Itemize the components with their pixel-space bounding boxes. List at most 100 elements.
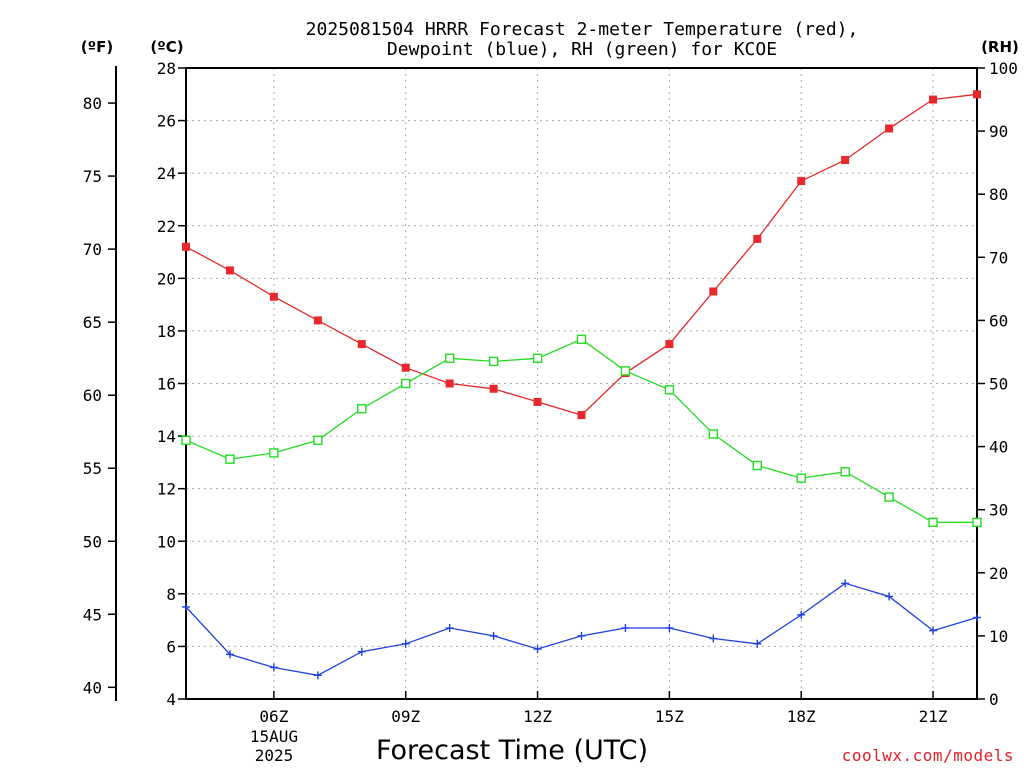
- temperature-series-line: [185, 93, 978, 416]
- celsius-tick-label: 24: [157, 164, 176, 183]
- celsius-tick-label: 28: [157, 59, 176, 78]
- dewpoint-point: [313, 671, 322, 680]
- temperature-point: [753, 234, 762, 243]
- temperature-point: [665, 340, 674, 349]
- temperature-point: [489, 384, 498, 393]
- celsius-tick-label: 12: [157, 480, 176, 499]
- dewpoint-point: [401, 639, 410, 648]
- celsius-tick-label: 20: [157, 269, 176, 288]
- celsius-tick-label: 14: [157, 427, 176, 446]
- x-tick-label: 18Z: [787, 707, 816, 726]
- dewpoint-point: [225, 650, 234, 659]
- fahrenheit-tick-label: 55: [83, 459, 102, 478]
- dewpoint-point: [269, 663, 278, 672]
- rh-point: [796, 473, 806, 483]
- dewpoint-point: [841, 579, 850, 588]
- fahrenheit-tick-label: 50: [83, 532, 102, 551]
- temperature-point: [929, 95, 938, 104]
- fahrenheit-tick-label: 45: [83, 605, 102, 624]
- fahrenheit-tick-label: 70: [83, 240, 102, 259]
- label-layer: 2025081504 HRRR Forecast 2-meter Tempera…: [81, 19, 1019, 766]
- dewpoint-point: [489, 631, 498, 640]
- temperature-point: [841, 156, 850, 165]
- celsius-tick-label: 26: [157, 112, 176, 131]
- rh-point: [752, 460, 762, 471]
- rh-point: [401, 378, 411, 389]
- celsius-tick-label: 8: [166, 585, 176, 604]
- rh-tick-label: 30: [989, 501, 1008, 520]
- dewpoint-point: [445, 624, 454, 633]
- celsius-unit-label: (ºC): [150, 38, 183, 56]
- dewpoint-point: [621, 624, 630, 633]
- rh-tick-label: 0: [989, 690, 999, 709]
- fahrenheit-tick-label: 75: [83, 167, 102, 186]
- rh-point: [664, 385, 675, 395]
- temperature-point: [225, 266, 234, 275]
- rh-tick-label: 80: [989, 185, 1008, 204]
- x-tick-label: 21Z: [919, 707, 948, 726]
- celsius-tick-label: 4: [166, 690, 176, 709]
- rh-tick-label: 70: [989, 248, 1008, 267]
- series-layer: [181, 90, 982, 680]
- temperature-point: [709, 287, 718, 296]
- dewpoint-point: [929, 626, 938, 635]
- temperature-point: [182, 242, 190, 251]
- rh-tick-label: 60: [989, 311, 1008, 330]
- rh-tick-label: 10: [989, 627, 1008, 646]
- dewpoint-point: [577, 631, 586, 640]
- celsius-tick-label: 6: [166, 637, 176, 656]
- temperature-point: [577, 411, 586, 420]
- celsius-tick-label: 18: [157, 322, 176, 341]
- rh-point: [225, 454, 235, 464]
- x-tick-label: 09Z: [391, 707, 420, 726]
- x-tick-label: 15Z: [655, 707, 684, 726]
- celsius-tick-label: 22: [157, 217, 176, 236]
- rh-point: [357, 404, 367, 414]
- x-axis-label: Forecast Time (UTC): [376, 735, 648, 766]
- rh-tick-label: 20: [989, 564, 1008, 583]
- rh-point: [928, 517, 938, 528]
- grid-layer: [186, 68, 977, 699]
- temperature-point: [357, 340, 366, 349]
- temperature-point: [973, 90, 981, 99]
- dewpoint-point: [973, 613, 981, 622]
- temperature-point: [445, 379, 454, 388]
- dewpoint-series-line: [185, 582, 978, 676]
- rh-point: [620, 366, 631, 376]
- fahrenheit-tick-label: 65: [83, 313, 102, 332]
- x-tick-label: 12Z: [523, 707, 552, 726]
- celsius-tick-label: 10: [157, 532, 176, 551]
- rh-point: [708, 429, 719, 439]
- fahrenheit-tick-label: 80: [83, 94, 102, 113]
- dewpoint-point: [182, 602, 190, 611]
- dewpoint-point: [709, 634, 718, 643]
- fahrenheit-unit-label: (ºF): [81, 38, 113, 56]
- temperature-point: [401, 363, 410, 372]
- rh-tick-label: 40: [989, 438, 1008, 457]
- temperature-point: [797, 177, 806, 186]
- fahrenheit-tick-label: 60: [83, 386, 102, 405]
- rh-point: [313, 435, 323, 445]
- axis-layer: 4 6 8 10 12 14 16 18 20 22 24 26 28 40 45 50 55 60 65 70 75 8…: [83, 59, 1018, 726]
- temperature-point: [885, 124, 894, 133]
- dewpoint-point: [753, 639, 762, 648]
- rh-point: [884, 492, 894, 502]
- fahrenheit-tick-label: 40: [83, 678, 102, 697]
- date-label-day: 15AUG: [250, 727, 298, 746]
- rh-point: [576, 334, 587, 345]
- credit-text: coolwx.com/models: [842, 746, 1014, 765]
- date-label-year: 2025: [255, 746, 294, 765]
- temperature-point: [533, 397, 542, 406]
- rh-point: [532, 353, 543, 363]
- chart-title-line2: Dewpoint (blue), RH (green) for KCOE: [387, 39, 777, 60]
- rh-unit-label: (RH): [981, 38, 1019, 56]
- chart-title-line1: 2025081504 HRRR Forecast 2-meter Tempera…: [306, 19, 859, 40]
- rh-tick-label: 50: [989, 375, 1008, 394]
- dewpoint-point: [797, 610, 806, 619]
- rh-tick-label: 100: [989, 59, 1018, 78]
- dewpoint-point: [533, 645, 542, 654]
- temperature-point: [269, 292, 278, 301]
- temperature-point: [313, 316, 322, 325]
